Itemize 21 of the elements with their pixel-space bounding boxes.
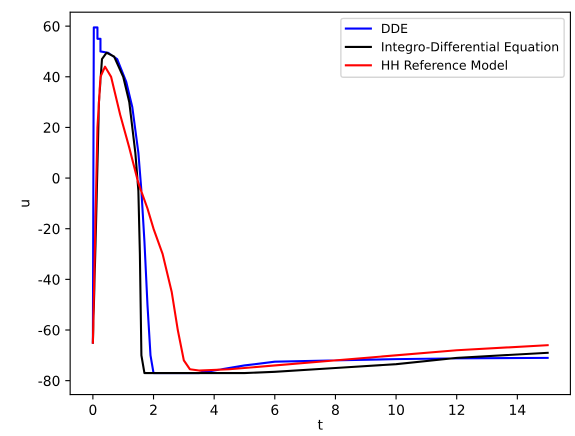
- y-tick-label: -60: [38, 324, 60, 336]
- x-tick-label: 4: [210, 404, 218, 415]
- x-tick-label: 0: [89, 404, 96, 416]
- x-tick-label: 6: [271, 404, 278, 416]
- legend-label: Integro-Differential Equation: [382, 42, 558, 54]
- x-axis-title: t: [318, 420, 323, 430]
- y-tick-label: -80: [38, 376, 60, 386]
- y-tick-label: -20: [38, 224, 60, 234]
- x-tick-label: 8: [332, 404, 339, 416]
- y-axis-title: u: [22, 200, 30, 207]
- x-tick-label: 2: [150, 404, 157, 415]
- legend-label: DDE: [382, 24, 408, 33]
- legend-label: HH Reference Model: [382, 60, 507, 70]
- y-tick-label: 60: [44, 21, 60, 32]
- x-tick-label: 14: [510, 404, 526, 415]
- y-tick-label: -40: [38, 274, 60, 285]
- y-tick-label: 20: [44, 122, 60, 133]
- y-tick-label: 0: [52, 173, 60, 184]
- x-tick-label: 10: [388, 404, 404, 416]
- x-tick-label: 12: [449, 404, 464, 415]
- y-tick-label: 40: [43, 72, 60, 82]
